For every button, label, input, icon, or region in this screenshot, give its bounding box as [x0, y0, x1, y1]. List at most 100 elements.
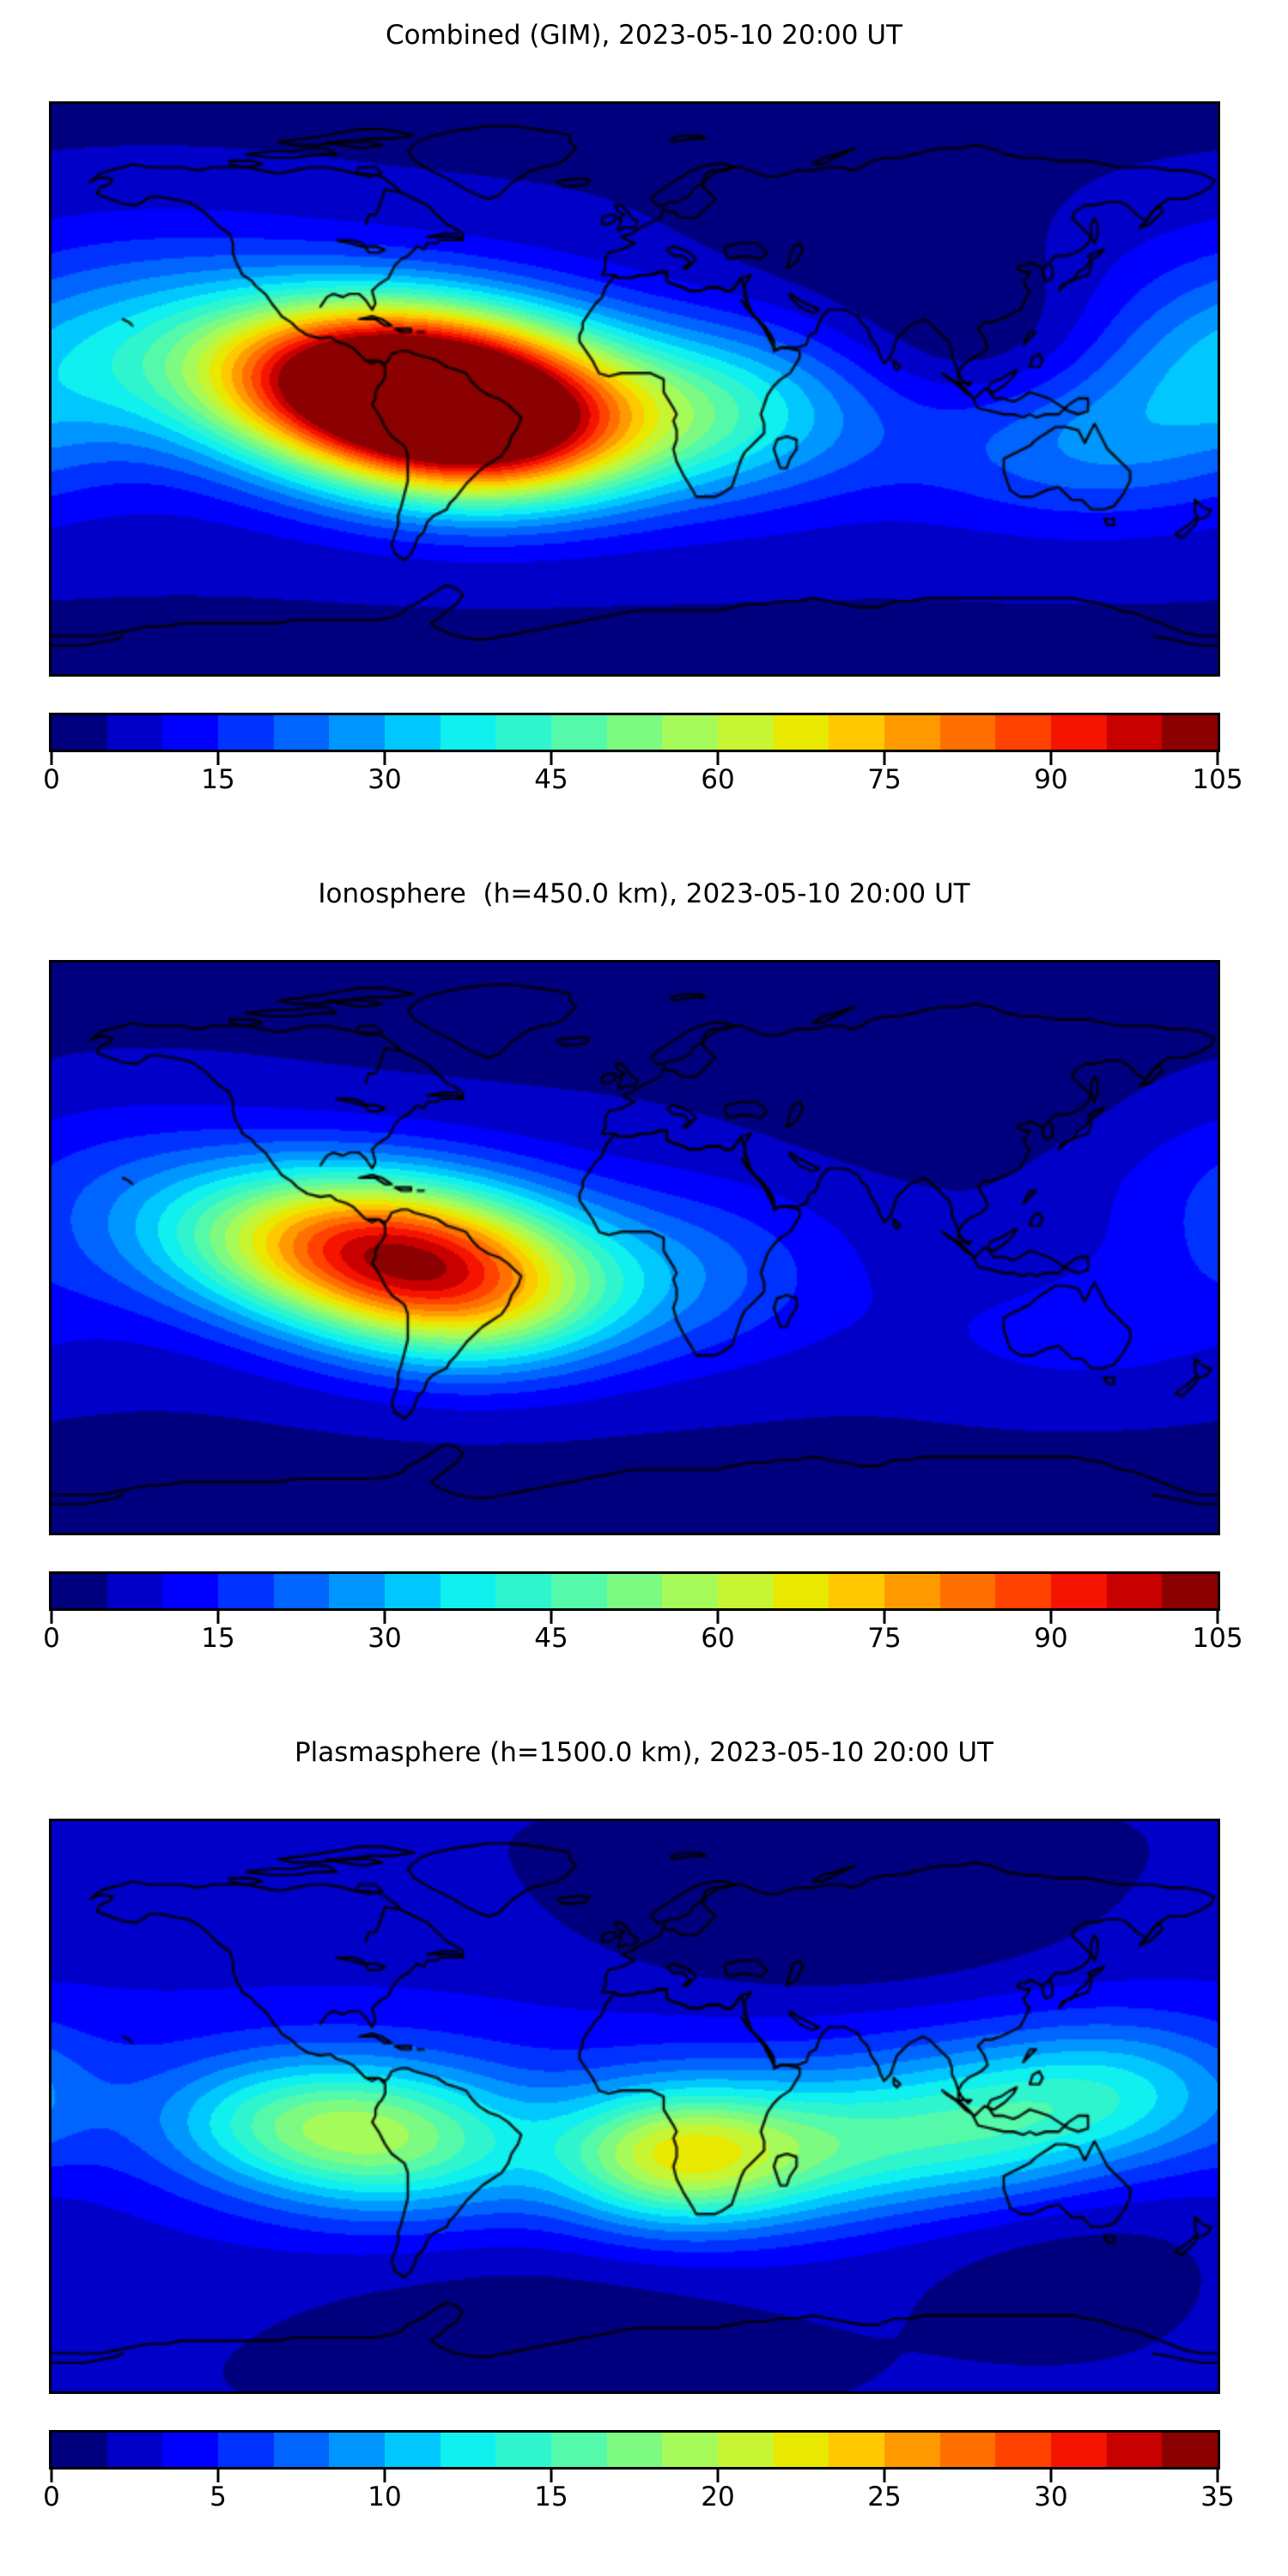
- colorbar-segment: [773, 2433, 829, 2467]
- colorbar-tick-label: 25: [867, 2482, 902, 2512]
- colorbar-segment: [1106, 1574, 1163, 1608]
- colorbar-tick-label: 20: [701, 2482, 735, 2512]
- panel-title-combined-gim: Combined (GIM), 2023-05-10 20:00 UT: [386, 20, 902, 51]
- colorbar-segment: [329, 715, 386, 750]
- colorbar-tick: [1216, 2470, 1219, 2482]
- colorbar-segment: [106, 1574, 163, 1608]
- colorbar-segment: [52, 2433, 107, 2467]
- colorbar-tick: [1049, 2470, 1053, 2482]
- map-combined-gim: [49, 101, 1220, 677]
- colorbar-tick: [550, 1611, 553, 1624]
- colorbar-segment: [273, 1574, 330, 1608]
- colorbar-tick: [216, 752, 220, 765]
- colorbar-segment: [551, 2433, 607, 2467]
- panel-combined-gim: Combined (GIM), 2023-05-10 20:00 UT 0 15 3…: [0, 0, 1288, 859]
- colorbar-tick-label: 60: [701, 764, 735, 795]
- map-canvas-ionosphere: [52, 963, 1218, 1533]
- colorbar-tick-label: 90: [1034, 1623, 1068, 1654]
- map-plasmasphere: [49, 1819, 1220, 2394]
- colorbar-tick-label: 15: [534, 2482, 568, 2512]
- panel-title-plasmasphere: Plasmasphere (h=1500.0 km), 2023-05-10 2…: [294, 1737, 993, 1768]
- colorbar-tick: [50, 2470, 53, 2482]
- colorbar-segment: [718, 2433, 774, 2467]
- colorbar-segment: [329, 1574, 386, 1608]
- colorbar-segment: [1162, 1574, 1218, 1608]
- colorbar-tick-label: 30: [1034, 2482, 1068, 2512]
- colorbar-segment: [551, 715, 607, 750]
- colorbar-tick: [1216, 1611, 1219, 1624]
- colorbar-segment: [1051, 1574, 1107, 1608]
- colorbar-tick-label: 15: [201, 764, 235, 795]
- colorbar-segment: [939, 2433, 996, 2467]
- colorbar-labels-ionosphere: 0 15 30 45 60 75 90 105: [43, 1623, 1242, 1661]
- colorbar-segment: [162, 2433, 219, 2467]
- colorbar-tick: [383, 2470, 386, 2482]
- colorbar-tick-label: 45: [534, 764, 568, 795]
- colorbar-segment: [52, 715, 107, 750]
- colorbar-segment: [829, 715, 885, 750]
- colorbar-segment: [662, 715, 719, 750]
- colorbar-segment: [773, 1574, 829, 1608]
- colorbar-tick: [883, 2470, 886, 2482]
- colorbar-tick-label: 45: [534, 1623, 568, 1654]
- colorbar-gradient-ionosphere: [49, 1571, 1220, 1611]
- colorbar-segment: [995, 715, 1052, 750]
- colorbar-segment: [606, 715, 663, 750]
- colorbar-tick-label: 90: [1034, 764, 1068, 795]
- colorbar-tick-label: 0: [43, 2482, 60, 2512]
- colorbar-segment: [329, 2433, 386, 2467]
- map-canvas-combined-gim: [52, 104, 1218, 674]
- colorbar-segment: [440, 2433, 496, 2467]
- colorbar-segment: [495, 715, 552, 750]
- colorbar-segment: [606, 2433, 663, 2467]
- colorbar-segment: [884, 2433, 940, 2467]
- colorbar-tick-label: 30: [368, 764, 402, 795]
- colorbar-gradient-plasmasphere: [49, 2430, 1220, 2470]
- colorbar-segment: [1106, 715, 1163, 750]
- panel-plasmasphere: Plasmasphere (h=1500.0 km), 2023-05-10 2…: [0, 1717, 1288, 2576]
- panel-title-ionosphere: Ionosphere (h=450.0 km), 2023-05-10 20:0…: [318, 878, 970, 909]
- colorbar-ticks-ionosphere: [49, 1611, 1220, 1625]
- colorbar-segment: [495, 2433, 552, 2467]
- colorbar-segment: [385, 1574, 440, 1608]
- colorbar-segment: [995, 2433, 1052, 2467]
- colorbar-tick: [1049, 1611, 1053, 1624]
- colorbar-segment: [1162, 715, 1218, 750]
- colorbar-segment: [162, 1574, 219, 1608]
- colorbar-segment: [1106, 2433, 1163, 2467]
- colorbar-segment: [995, 1574, 1052, 1608]
- colorbar-segment: [829, 1574, 885, 1608]
- colorbar-segment: [1051, 2433, 1107, 2467]
- colorbar-tick: [383, 1611, 386, 1624]
- colorbar-segment: [106, 715, 163, 750]
- colorbar-tick-label: 75: [867, 1623, 902, 1654]
- colorbar-segment: [1162, 2433, 1218, 2467]
- colorbar-tick: [383, 752, 386, 765]
- colorbar-segment: [218, 1574, 274, 1608]
- colorbar-tick: [1049, 752, 1053, 765]
- colorbar-segment: [606, 1574, 663, 1608]
- colorbar-segment: [273, 2433, 330, 2467]
- panel-ionosphere: Ionosphere (h=450.0 km), 2023-05-10 20:0…: [0, 859, 1288, 1717]
- colorbar-tick: [883, 1611, 886, 1624]
- colorbar-segment: [662, 1574, 719, 1608]
- colorbar-segment: [551, 1574, 607, 1608]
- colorbar-segment: [884, 715, 940, 750]
- colorbar-tick: [716, 1611, 720, 1624]
- colorbar-tick: [216, 1611, 220, 1624]
- colorbar-tick-label: 35: [1200, 2482, 1235, 2512]
- colorbar-segment: [52, 1574, 107, 1608]
- colorbar-tick: [716, 752, 720, 765]
- colorbar-segment: [718, 1574, 774, 1608]
- colorbar-tick-label: 105: [1192, 764, 1243, 795]
- colorbar-segment: [1051, 715, 1107, 750]
- colorbar-tick: [716, 2470, 720, 2482]
- colorbar-segment: [385, 2433, 440, 2467]
- colorbar-tick: [1216, 752, 1219, 765]
- colorbar-plasmasphere: 0 5 10 15 20 25 30 35: [43, 2430, 1235, 2519]
- colorbar-gradient-combined-gim: [49, 713, 1220, 752]
- colorbar-combined-gim: 0 15 30 45 60 75 90 105: [43, 713, 1243, 802]
- colorbar-ticks-combined-gim: [49, 752, 1220, 766]
- colorbar-segment: [939, 715, 996, 750]
